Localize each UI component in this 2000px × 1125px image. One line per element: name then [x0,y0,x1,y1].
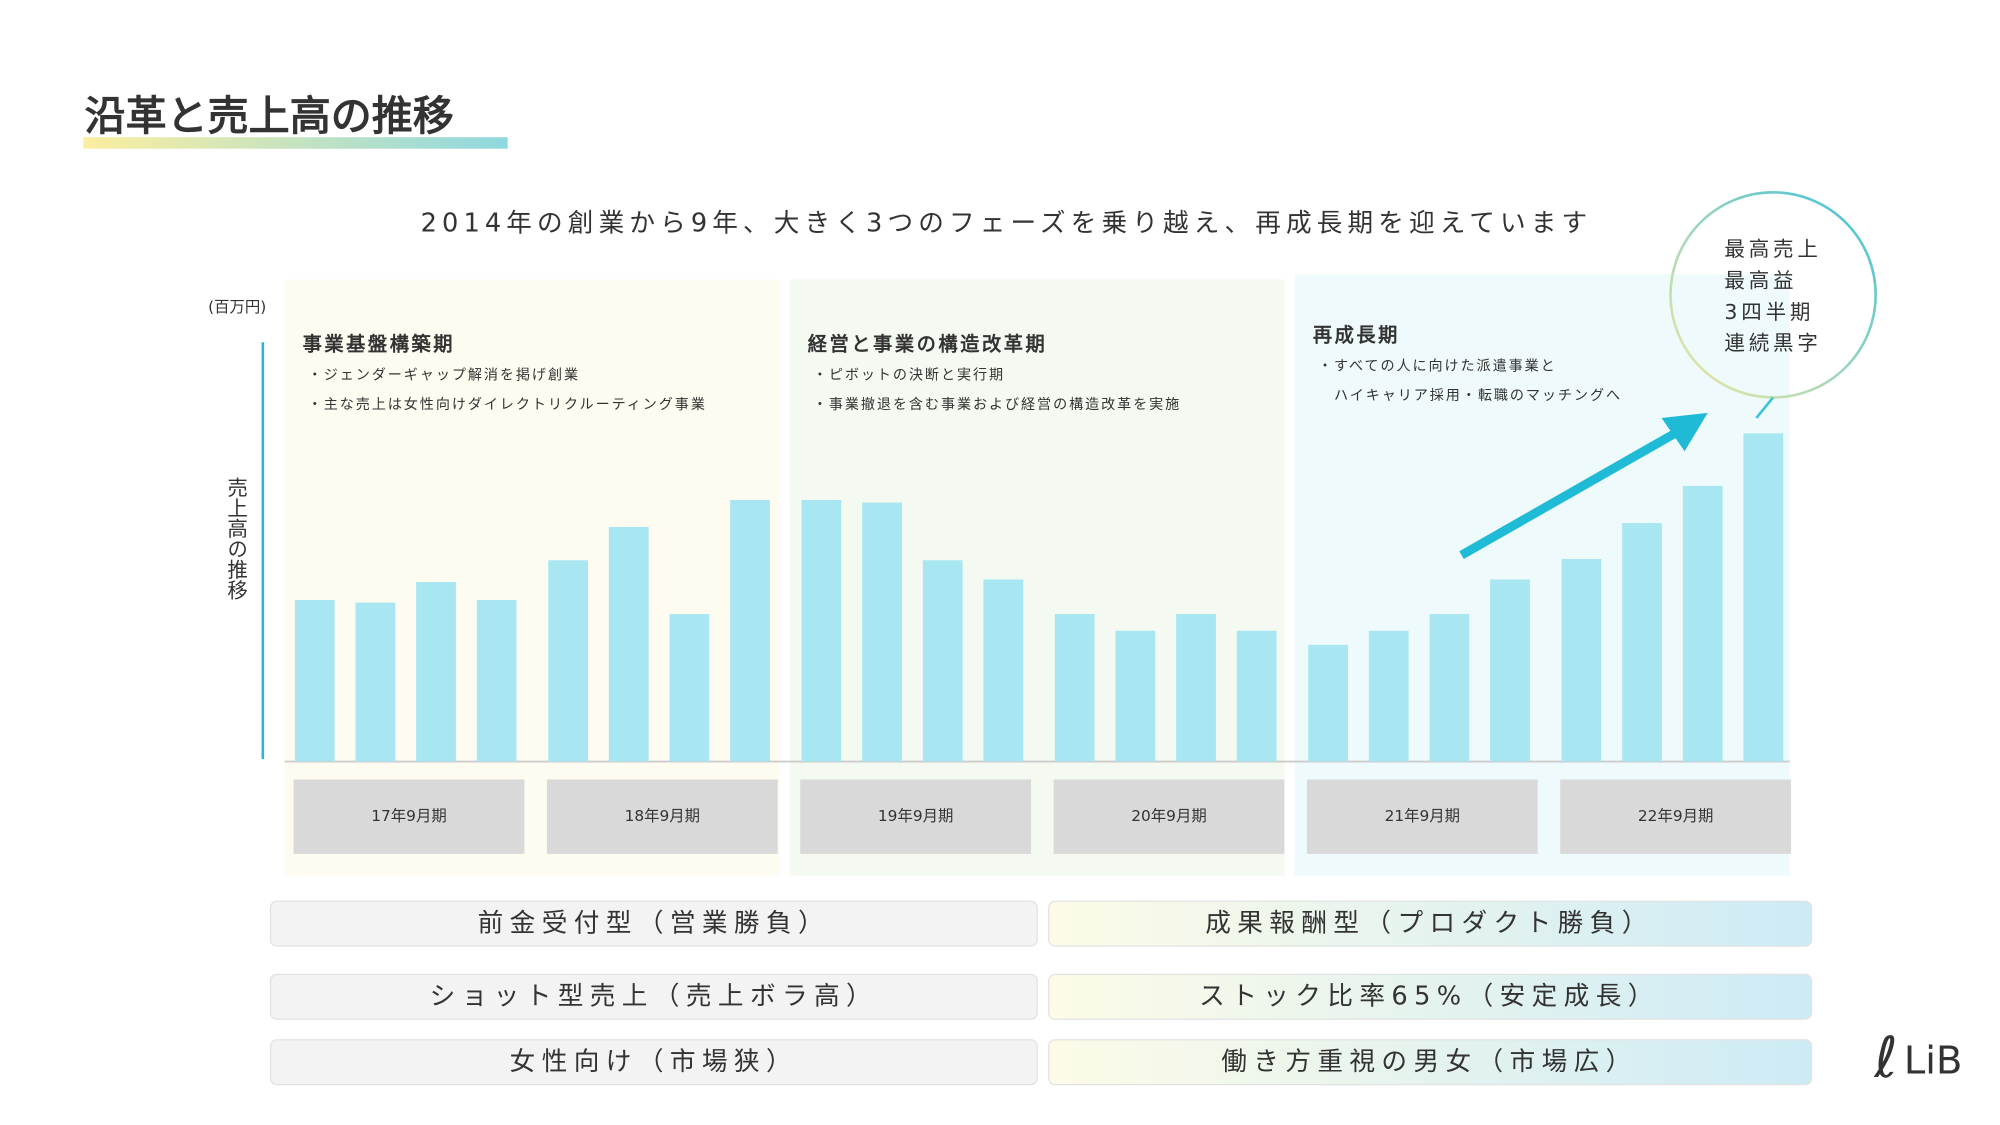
title-underline [83,137,508,149]
callout-line: 最高売上 [1724,237,1821,261]
subtitle: 2014年の創業から9年、大きく3つのフェーズを乗り越え、再成長期を迎えています [421,208,1593,238]
phase-bullet: ハイキャリア採用・転職のマッチングへ [1318,388,1622,404]
growth-arrow [1459,426,1682,560]
bar [1236,630,1277,762]
period-box [293,779,525,854]
arrow-head [1661,412,1708,452]
phase-title: 事業基盤構築期 [303,332,455,355]
period-label: 18年9月期 [625,807,700,825]
bar [1054,614,1095,762]
phase-bullet: ・事業撤退を含む事業および経営の構造改革を実施 [813,397,1181,413]
bar [1682,485,1723,762]
compare-box [269,1039,1038,1086]
callout-line: 3四半期 [1724,300,1814,324]
logo: LiB [1904,1038,1963,1083]
period-label: 22年9月期 [1638,807,1713,825]
bar [1429,614,1470,762]
phase-bullet: ・主な売上は女性向けダイレクトリクルーティング事業 [308,396,707,413]
bar [1115,630,1156,762]
period-box [546,779,778,854]
bar [416,582,456,762]
compare-box [1048,900,1813,947]
bar [548,560,588,762]
bar [730,500,770,762]
compare-label: 前金受付型（営業勝負） [478,908,830,938]
period-box [1560,779,1792,854]
y-label: 売上高の推移 [224,477,248,600]
period-label: 20年9月期 [1131,807,1206,825]
bar [1490,579,1530,762]
compare-box [1048,1039,1813,1086]
compare-label: ショット型売上（売上ボラ高） [430,981,879,1011]
bar [1622,523,1662,762]
phase-title: 経営と事業の構造改革期 [808,332,1048,355]
compare-box [1048,973,1813,1020]
bar [801,500,842,762]
phase-bullet: ・ピボットの決断と実行期 [813,368,1005,384]
period-box [800,779,1032,854]
compare-label: 働き方重視の男女（市場広） [1221,1047,1637,1077]
bar [1176,614,1216,762]
bar [355,602,396,762]
phase-panel [284,279,780,876]
bar [1368,630,1409,762]
phase-bullet: ・すべての人に向けた派遣事業と [1318,359,1557,375]
callout-tail [1755,396,1775,419]
period-label: 17年9月期 [371,807,446,825]
bar [1308,644,1348,762]
bar [294,600,335,762]
period-box [1053,779,1285,854]
period-box [1306,779,1538,854]
compare-label: 成果報酬型（プロダクト勝負） [1205,908,1653,938]
title: 沿革と売上高の推移 [85,92,454,140]
period-label: 21年9月期 [1385,807,1460,825]
bar [922,560,963,762]
unit: (百万円) [208,298,266,316]
bar [1561,558,1602,762]
bar [1743,433,1784,762]
bar [476,600,517,762]
bar [669,614,710,762]
logo-mark: ℓ [1873,1026,1897,1091]
phase-bullet: ・ジェンダーギャップ解消を掲げ創業 [308,368,580,384]
bar [983,579,1024,762]
callout-line: 連続黒字 [1724,331,1821,355]
compare-box [269,973,1038,1020]
compare-label: 女性向け（市場狭） [510,1047,798,1077]
bar [862,502,902,762]
bar [608,526,649,762]
compare-label: ストック比率65%（安定成長） [1199,981,1660,1011]
period-label: 19年9月期 [878,807,953,825]
compare-box [269,900,1038,947]
callout-line: 最高益 [1724,268,1797,292]
phase-title: 再成長期 [1313,323,1400,346]
